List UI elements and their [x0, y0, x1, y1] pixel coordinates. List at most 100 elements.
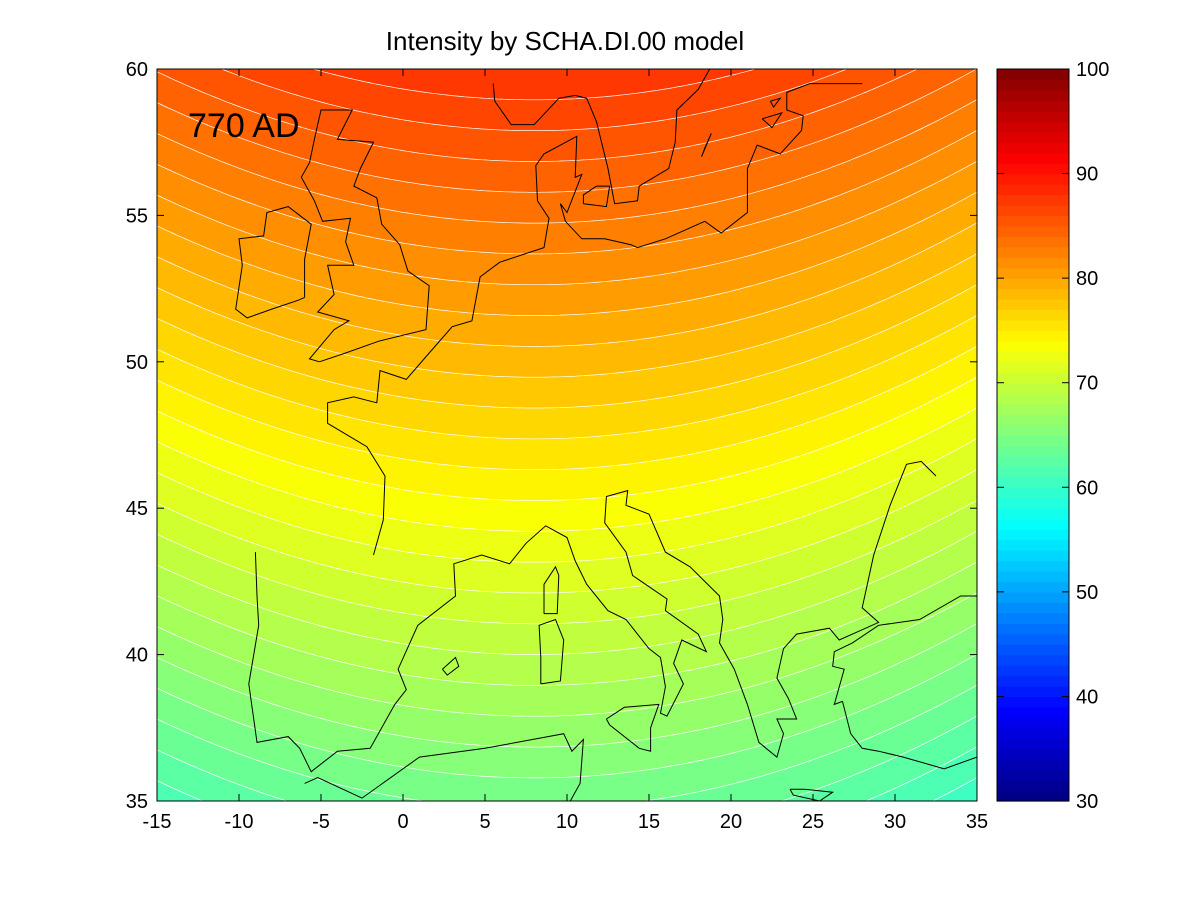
colorbar-band [997, 550, 1069, 562]
colorbar-band [997, 309, 1069, 321]
colorbar-tick-label: 50 [1076, 582, 1098, 604]
colorbar-band [997, 612, 1069, 624]
x-tick-label: 5 [479, 811, 490, 833]
colorbar-band [997, 319, 1069, 332]
colorbar-band [997, 570, 1069, 582]
colorbar-band [997, 257, 1069, 269]
contour-line [156, 623, 978, 748]
x-tick-label: -10 [225, 811, 254, 833]
y-tick-label: 60 [126, 59, 148, 81]
colorbar-band [997, 518, 1069, 530]
x-tick-label: -5 [312, 811, 330, 833]
colorbar-band [997, 508, 1069, 520]
colorbar-band [997, 142, 1069, 154]
colorbar-band [997, 560, 1069, 572]
y-tick-label: 50 [126, 352, 148, 374]
contour-line [156, 469, 978, 594]
colorbar-tick-label: 100 [1076, 59, 1109, 81]
colorbar-band [997, 445, 1069, 457]
coastline [304, 733, 585, 801]
colorbar-band [997, 487, 1069, 499]
colorbar-band [997, 184, 1069, 196]
colorbar-band [997, 497, 1069, 509]
contour-line [156, 129, 978, 255]
colorbar: 30 40 50 60 70 80 90 100 [996, 59, 1109, 813]
colorbar-band [997, 351, 1069, 363]
contour-line [156, 438, 978, 563]
x-tick-label: 0 [397, 811, 408, 833]
colorbar-band [997, 717, 1069, 729]
colorbar-band [997, 131, 1069, 143]
colorbar-band [997, 476, 1069, 488]
x-tick-label: 25 [802, 811, 824, 833]
contour-line [382, 54, 686, 70]
y-tick-label: 40 [126, 645, 148, 667]
colorbar-band [997, 748, 1069, 760]
colorbar-band [997, 455, 1069, 467]
colorbar-band [997, 361, 1069, 373]
contour-line [267, 54, 801, 101]
contour-lines [156, 54, 978, 816]
contour-line [156, 561, 978, 686]
contour-line [156, 160, 978, 286]
contour-line [156, 530, 978, 655]
colorbar-tick-label: 90 [1076, 164, 1098, 186]
year-annotation: 770 AD [188, 107, 300, 145]
coastline [235, 206, 312, 319]
contour-line [964, 808, 978, 816]
colorbar-band [997, 382, 1069, 394]
coastline [248, 460, 937, 773]
colorbar-band [997, 633, 1069, 645]
contour-line [156, 499, 978, 625]
x-tick-label: 20 [720, 811, 742, 833]
colorbar-band [997, 738, 1069, 750]
colorbar-tick-label: 80 [1076, 268, 1098, 290]
contour-line [156, 376, 978, 501]
colorbar-band [997, 100, 1069, 112]
contour-line [156, 715, 978, 816]
x-tick-label: 30 [884, 811, 906, 833]
colorbar-band [997, 727, 1069, 739]
colorbar-band [997, 414, 1069, 426]
coastlines [235, 69, 977, 801]
contour-line [156, 684, 978, 810]
contour-line [156, 55, 945, 162]
colorbar-band [997, 529, 1069, 541]
contour-line [156, 68, 978, 193]
colorbar-band [997, 204, 1069, 216]
colorbar-band [997, 393, 1069, 405]
colorbar-band [997, 121, 1069, 133]
colorbar-tick-label: 60 [1076, 477, 1098, 499]
colorbar-band [997, 173, 1069, 185]
coastline [605, 703, 660, 752]
colorbar-band [997, 539, 1069, 551]
colorbar-tick-label: 30 [1076, 791, 1098, 813]
colorbar-band [997, 163, 1069, 175]
coastline [327, 83, 863, 556]
colorbar-band [997, 194, 1069, 206]
x-tick-label: -15 [143, 811, 172, 833]
contour-line [156, 407, 978, 532]
colorbar-band [997, 69, 1069, 81]
colorbar-band [997, 591, 1069, 603]
contour-line [189, 55, 879, 131]
colorbar-band [997, 267, 1069, 279]
contour-line [156, 314, 978, 440]
colorbar-band [997, 654, 1069, 666]
colorbar-tick-label: 70 [1076, 373, 1098, 395]
colorbar-band [997, 790, 1069, 802]
colorbar-band [997, 581, 1069, 593]
colorbar-band [997, 278, 1069, 290]
colorbar-band [997, 675, 1069, 687]
colorbar-band [997, 403, 1069, 415]
y-tick-label: 35 [126, 791, 148, 813]
colorbar-band [997, 424, 1069, 436]
y-tick-label: 55 [126, 205, 148, 227]
colorbar-band [997, 435, 1069, 447]
x-tick-label: 10 [556, 811, 578, 833]
colorbar-band [997, 330, 1069, 342]
coastline [300, 109, 430, 363]
colorbar-tick-label: 40 [1076, 686, 1098, 708]
coastline [543, 565, 560, 615]
